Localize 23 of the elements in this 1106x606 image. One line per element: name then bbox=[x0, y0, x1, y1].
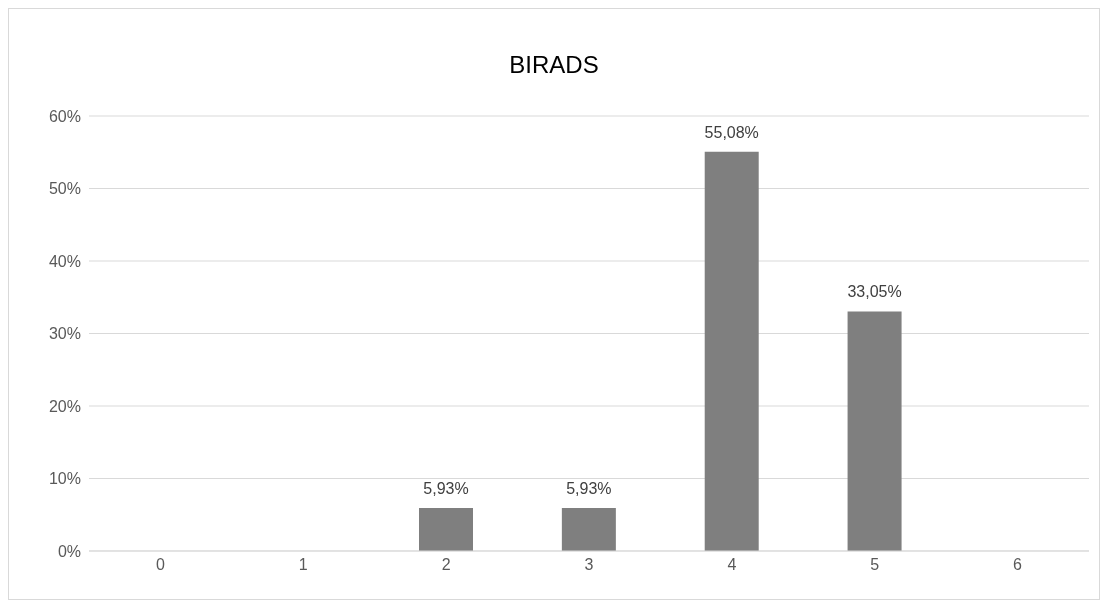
bar bbox=[561, 508, 616, 551]
y-tick-label: 0% bbox=[57, 542, 81, 560]
bar bbox=[847, 311, 902, 551]
x-tick-label: 3 bbox=[584, 556, 594, 574]
data-label: 5,93% bbox=[566, 480, 612, 498]
x-tick-label: 1 bbox=[298, 556, 308, 574]
y-tick-label: 60% bbox=[48, 107, 81, 125]
x-tick-label: 5 bbox=[870, 556, 880, 574]
x-tick-label: 0 bbox=[155, 556, 165, 574]
bar bbox=[704, 151, 759, 551]
data-label: 33,05% bbox=[847, 283, 902, 301]
x-tick-label: 2 bbox=[441, 556, 451, 574]
y-tick-label: 50% bbox=[48, 180, 81, 198]
y-tick-label: 30% bbox=[48, 325, 81, 343]
y-tick-label: 10% bbox=[48, 470, 81, 488]
chart-title: BIRADS bbox=[508, 51, 600, 79]
bar bbox=[419, 508, 473, 551]
y-tick-label: 40% bbox=[48, 252, 81, 270]
x-tick-label: 4 bbox=[727, 556, 737, 574]
x-tick-label: 6 bbox=[1013, 556, 1023, 574]
data-label: 5,93% bbox=[423, 480, 469, 498]
data-label: 55,08% bbox=[704, 123, 759, 141]
y-tick-label: 20% bbox=[48, 397, 81, 415]
